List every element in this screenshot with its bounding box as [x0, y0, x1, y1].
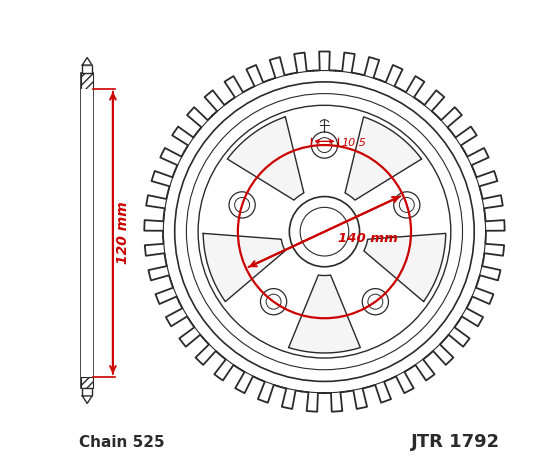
Polygon shape: [345, 117, 422, 200]
Text: 10.5: 10.5: [341, 138, 366, 148]
Bar: [82, 388, 92, 396]
Text: 140 mm: 140 mm: [338, 232, 398, 245]
Polygon shape: [203, 234, 285, 301]
Bar: [81, 73, 94, 89]
Polygon shape: [82, 58, 92, 65]
Text: 120 mm: 120 mm: [116, 201, 130, 264]
Polygon shape: [227, 117, 304, 200]
Text: JTR 1792: JTR 1792: [411, 433, 500, 451]
Bar: [82, 65, 92, 73]
Bar: [81, 89, 94, 377]
Bar: [81, 377, 94, 388]
Text: Chain 525: Chain 525: [79, 435, 165, 450]
Polygon shape: [82, 396, 92, 403]
Polygon shape: [364, 234, 446, 301]
Polygon shape: [288, 275, 360, 353]
